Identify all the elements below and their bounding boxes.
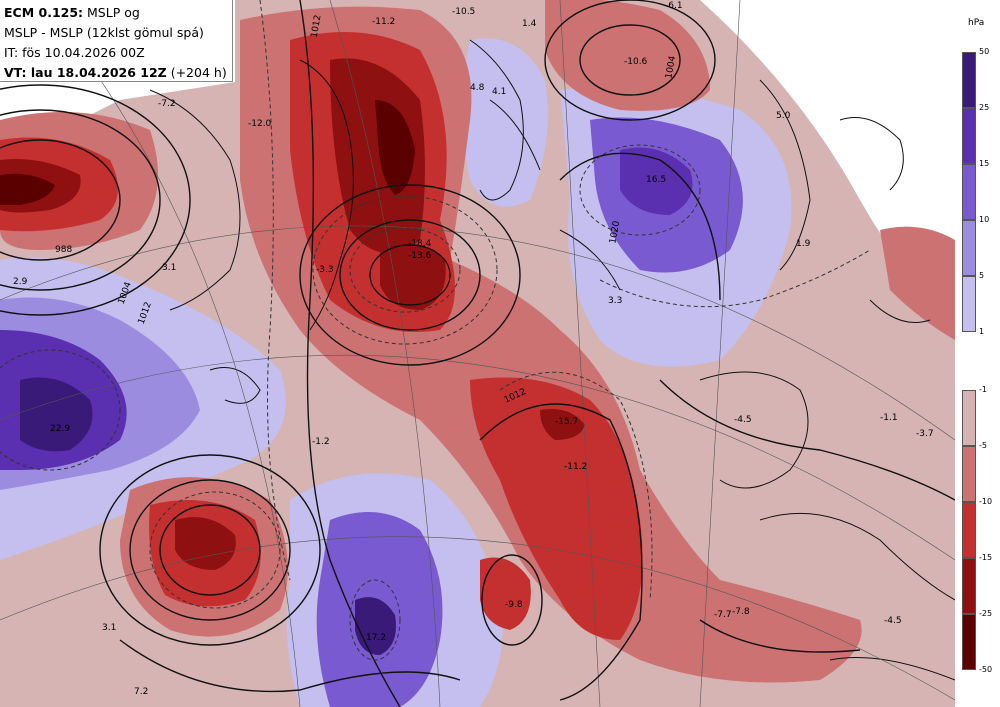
value-label: 7.2 bbox=[134, 687, 148, 697]
value-label: 3.3 bbox=[608, 296, 622, 306]
legend-tick: 10 bbox=[979, 215, 990, 224]
legend-tick: 50 bbox=[979, 47, 990, 56]
legend-tick: 15 bbox=[979, 159, 990, 168]
value-label: -10.6 bbox=[624, 57, 648, 67]
value-label: -1.2 bbox=[312, 437, 330, 447]
outside-domain-ne bbox=[590, 0, 955, 330]
value-label: 3.1 bbox=[162, 263, 176, 273]
isobar-label: 988 bbox=[55, 245, 72, 255]
value-label: 4.1 bbox=[492, 87, 506, 97]
value-label: -11.2 bbox=[372, 17, 395, 27]
legend-tick: 1 bbox=[979, 327, 985, 336]
isobars bbox=[0, 0, 955, 707]
field-description: MSLP - MSLP (12klst gömul spá) bbox=[4, 25, 204, 40]
legend-swatch-positive bbox=[962, 276, 976, 332]
legend-tick: -50 bbox=[979, 665, 993, 674]
value-label: -7.7 bbox=[714, 610, 732, 620]
legend-unit: hPa bbox=[968, 18, 985, 28]
legend-swatch-negative bbox=[962, 390, 976, 446]
value-label: -4.5 bbox=[734, 415, 752, 425]
value-label: 17.2 bbox=[366, 633, 386, 643]
isobar-label: 1020 bbox=[608, 220, 622, 245]
legend-swatch-positive bbox=[962, 52, 976, 108]
value-label: 16.5 bbox=[646, 175, 666, 185]
value-label: -15.7 bbox=[555, 417, 578, 427]
legend-tick: -15 bbox=[979, 553, 993, 562]
value-label: 4.8 bbox=[470, 83, 485, 93]
weather-map: 1012 1004 1020 1012 1004 988 1012 -11.2 … bbox=[0, 0, 955, 707]
isobar-label: 1012 bbox=[310, 14, 324, 38]
init-time: IT: fös 10.04.2026 00Z bbox=[4, 45, 145, 60]
value-label: -1.1 bbox=[880, 413, 898, 423]
value-label: -3.3 bbox=[316, 265, 334, 275]
legend-tick: 25 bbox=[979, 103, 990, 112]
map-header: ECM 0.125: MSLP og MSLP - MSLP (12klst g… bbox=[0, 0, 233, 82]
isobar-label: 1004 bbox=[664, 55, 678, 80]
value-label: -12.0 bbox=[248, 119, 272, 129]
negative-area-norwegian-sea bbox=[545, 0, 710, 111]
value-label: 3.1 bbox=[102, 623, 116, 633]
previous-isobars bbox=[0, 0, 871, 661]
graticule bbox=[0, 0, 955, 707]
value-label: -13.6 bbox=[408, 251, 432, 261]
legend-swatch-negative bbox=[962, 558, 976, 614]
value-label: -11.2 bbox=[564, 462, 587, 472]
map-canvas: 1012 1004 1020 1012 1004 988 1012 -11.2 … bbox=[0, 0, 955, 707]
legend-swatch-positive bbox=[962, 164, 976, 220]
value-label: 5.0 bbox=[776, 111, 791, 121]
value-labels: -11.2 -10.5 1.4 -6.1 -10.6 -7.2 -12.0 4.… bbox=[13, 1, 934, 697]
positive-area-scandinavia bbox=[462, 38, 548, 207]
value-label: -4.5 bbox=[884, 616, 902, 626]
legend-swatch-positive bbox=[962, 108, 976, 164]
value-label: -7.2 bbox=[158, 99, 176, 109]
value-label: 1.4 bbox=[522, 19, 537, 29]
legend-tick: -1 bbox=[979, 385, 987, 394]
legend-swatch-negative bbox=[962, 502, 976, 558]
legend-swatch-negative bbox=[962, 446, 976, 502]
legend-swatch-negative bbox=[962, 614, 976, 670]
legend-swatch-positive bbox=[962, 220, 976, 276]
value-label: -18.4 bbox=[408, 239, 432, 249]
legend-tick: -10 bbox=[979, 497, 993, 506]
value-label: -10.5 bbox=[452, 7, 475, 17]
coastlines bbox=[149, 39, 955, 681]
value-label: -3.7 bbox=[916, 429, 934, 439]
valid-time: VT: lau 18.04.2026 12Z (+204 h) bbox=[4, 65, 227, 80]
legend-tick: -25 bbox=[979, 609, 993, 618]
legend-tick: -5 bbox=[979, 441, 987, 450]
legend-tick: 5 bbox=[979, 271, 985, 280]
value-label: -7.8 bbox=[732, 607, 750, 617]
value-label: 22.9 bbox=[50, 424, 70, 434]
value-label: 1.9 bbox=[796, 239, 811, 249]
value-label: 2.9 bbox=[13, 277, 28, 287]
value-label: -6.1 bbox=[665, 1, 683, 11]
model-title: ECM 0.125: MSLP og bbox=[4, 5, 140, 20]
value-label: -9.8 bbox=[505, 600, 523, 610]
